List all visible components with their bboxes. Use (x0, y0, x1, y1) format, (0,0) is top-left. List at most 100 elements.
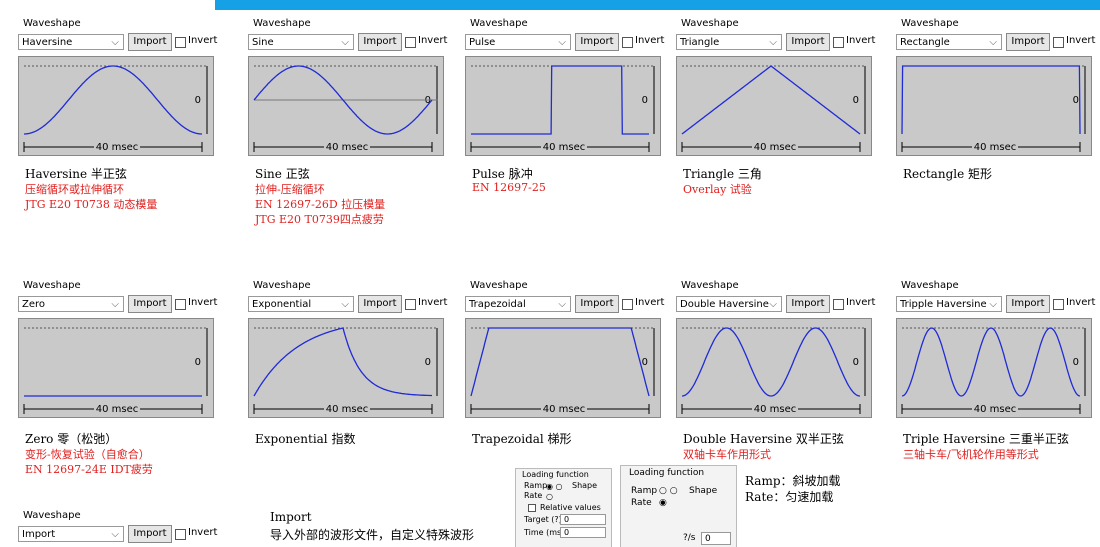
waveshape-label: Waveshape (23, 510, 81, 521)
import-title: Import (270, 510, 312, 524)
panel-title: Pulse 脉冲 (472, 167, 533, 181)
dropdown-arrow: ⌵ (558, 299, 566, 310)
waveform-plot: 0 40 msec (676, 318, 872, 418)
relative-label: Relative values (540, 503, 601, 512)
invert-checkbox[interactable] (1053, 37, 1064, 48)
waveshape-dropdown[interactable]: Haversine ⌵ (18, 34, 124, 50)
plot-background (465, 56, 661, 156)
waveshape-label: Waveshape (23, 280, 81, 291)
plot-background (896, 318, 1092, 418)
waveform (253, 327, 432, 397)
dropdown-arrow: ⌵ (769, 299, 777, 310)
panel-title: Triangle 三角 (683, 167, 762, 181)
waveshape-dropdown[interactable]: Double Haversine ⌵ (676, 296, 782, 312)
waveshape-dropdown[interactable]: Sine ⌵ (248, 34, 354, 50)
waveform-plot: 0 40 msec (18, 56, 214, 156)
invert-label: Invert (188, 35, 218, 46)
rate-label: Rate (524, 491, 543, 500)
panel-title: Sine 正弦 (255, 167, 310, 181)
time-label: 40 msec (974, 404, 1017, 415)
invert-label: Invert (846, 297, 876, 308)
waveshape-dropdown[interactable]: Trapezoidal ⌵ (465, 296, 571, 312)
import-button[interactable]: Import (1006, 33, 1050, 51)
invert-checkbox[interactable] (405, 37, 416, 48)
plot-background (248, 318, 444, 418)
waveshape-label: Waveshape (470, 280, 528, 291)
import-button[interactable]: Import (786, 295, 830, 313)
panel-note: 变形-恢复试验（自愈合） (25, 448, 150, 461)
ramp-radio[interactable]: ○ ○ (659, 486, 678, 496)
target-input[interactable]: 0 (560, 514, 606, 525)
invert-checkbox[interactable] (833, 37, 844, 48)
waveshape-dropdown[interactable]: Tripple Haversine ⌵ (896, 296, 1002, 312)
waveform-plot: 0 40 msec (896, 56, 1092, 156)
waveshape-label: Waveshape (901, 280, 959, 291)
import-button[interactable]: Import (1006, 295, 1050, 313)
rate-radio[interactable]: ○ (546, 492, 553, 501)
invert-checkbox[interactable] (622, 37, 633, 48)
legend-text: Ramp：斜坡加载 (745, 474, 841, 488)
time-label-bg (94, 141, 140, 153)
import-note: 导入外部的波形文件，自定义特殊波形 (270, 528, 475, 542)
panel-title: Rectangle 矩形 (903, 167, 992, 181)
invert-label: Invert (418, 35, 448, 46)
zero-label: 0 (1073, 95, 1079, 106)
import-button[interactable]: Import (128, 525, 172, 543)
waveshape-dropdown[interactable]: Triangle ⌵ (676, 34, 782, 50)
import-button[interactable]: Import (358, 33, 402, 51)
plot-background (676, 56, 872, 156)
import-button[interactable]: Import (575, 295, 619, 313)
waveshape-dropdown[interactable]: Exponential ⌵ (248, 296, 354, 312)
invert-label: Invert (1066, 35, 1096, 46)
time-label-bg (972, 403, 1018, 415)
invert-checkbox[interactable] (1053, 299, 1064, 310)
import-button[interactable]: Import (128, 33, 172, 51)
waveform-plot: 0 40 msec (896, 318, 1092, 418)
waveshape-dropdown[interactable]: Rectangle ⌵ (896, 34, 1002, 50)
panel-title: Trapezoidal 梯形 (472, 432, 572, 446)
import-button[interactable]: Import (128, 295, 172, 313)
zero-label: 0 (195, 95, 201, 106)
invert-checkbox[interactable] (833, 299, 844, 310)
invert-label: Invert (188, 527, 218, 538)
waveshape-label: Waveshape (901, 18, 959, 29)
time-input[interactable]: 0 (560, 527, 606, 538)
dropdown-arrow: ⌵ (341, 37, 349, 48)
waveshape-label: Waveshape (253, 18, 311, 29)
shape-label: Shape (689, 486, 718, 496)
invert-checkbox[interactable] (175, 37, 186, 48)
zero-label: 0 (642, 95, 648, 106)
panel-note: EN 12697-26D 拉压模量 (255, 198, 386, 211)
import-button[interactable]: Import (786, 33, 830, 51)
dropdown-arrow: ⌵ (989, 37, 997, 48)
ramp-radio[interactable]: ◉ ○ (546, 482, 563, 491)
invert-checkbox[interactable] (175, 299, 186, 310)
plot-background (18, 56, 214, 156)
waveform (470, 327, 650, 397)
time-label-bg (541, 141, 587, 153)
invert-checkbox[interactable] (622, 299, 633, 310)
panel-title: Triple Haversine 三重半正弦 (903, 432, 1069, 446)
zero-label: 0 (853, 357, 859, 368)
relative-checkbox[interactable] (528, 504, 536, 512)
import-button[interactable]: Import (575, 33, 619, 51)
plot-background (896, 56, 1092, 156)
rate-radio[interactable]: ◉ (659, 498, 667, 508)
panel-title: Exponential 指数 (255, 432, 356, 446)
waveform-plot: 0 40 msec (18, 318, 214, 418)
invert-label: Invert (1066, 297, 1096, 308)
zero-label: 0 (425, 357, 431, 368)
waveshape-dropdown[interactable]: Pulse ⌵ (465, 34, 571, 50)
waveshape-label: Waveshape (23, 18, 81, 29)
dropdown-arrow: ⌵ (111, 529, 119, 540)
waveshape-dropdown[interactable]: Import ⌵ (18, 526, 124, 542)
dropdown-arrow: ⌵ (111, 37, 119, 48)
value-input[interactable]: 0 (701, 532, 731, 545)
unit-label: ?/s (683, 533, 696, 543)
invert-checkbox[interactable] (405, 299, 416, 310)
zero-label: 0 (642, 357, 648, 368)
import-button[interactable]: Import (358, 295, 402, 313)
invert-checkbox[interactable] (175, 529, 186, 540)
waveshape-dropdown[interactable]: Zero ⌵ (18, 296, 124, 312)
dropdown-arrow: ⌵ (558, 37, 566, 48)
